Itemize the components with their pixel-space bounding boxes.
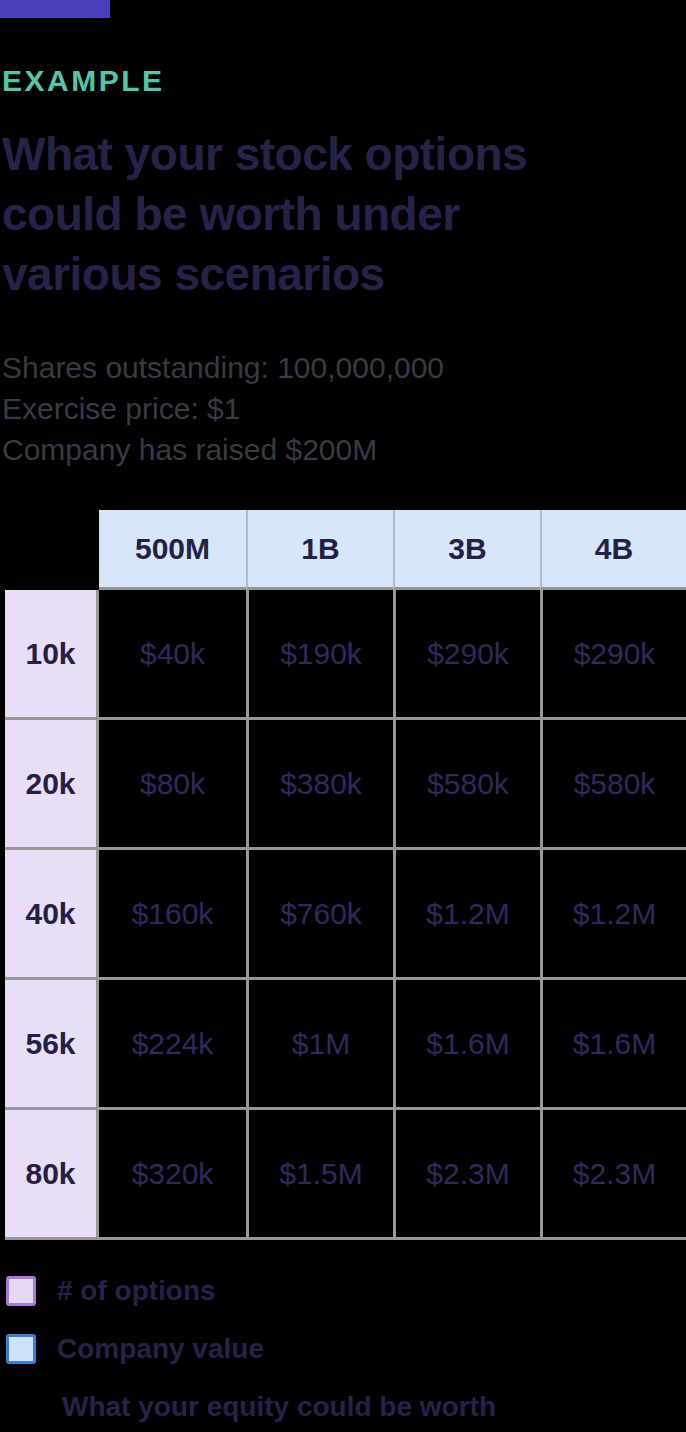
legend-item-company-value: Company value bbox=[6, 1334, 496, 1364]
table-cell: $1.6M bbox=[540, 980, 686, 1110]
infographic: EXAMPLE What your stock options could be… bbox=[0, 0, 686, 1432]
table-cell: $1.6M bbox=[393, 980, 540, 1110]
title-line: various scenarios bbox=[2, 244, 527, 304]
row-header-40k: 40k bbox=[5, 850, 99, 980]
table-cell: $190k bbox=[246, 590, 393, 720]
table-cell: $1.2M bbox=[393, 850, 540, 980]
scenario-table: 500M 1B 3B 4B 10k $40k $190k $290k $290k… bbox=[5, 510, 686, 1240]
assumption-shares: Shares outstanding: 100,000,000 bbox=[2, 347, 444, 388]
row-header-10k: 10k bbox=[5, 590, 99, 720]
table-cell: $160k bbox=[99, 850, 246, 980]
table-cell: $1.5M bbox=[246, 1110, 393, 1240]
eyebrow-label: EXAMPLE bbox=[2, 64, 165, 98]
assumptions-block: Shares outstanding: 100,000,000 Exercise… bbox=[2, 347, 444, 470]
page-title: What your stock options could be worth u… bbox=[2, 124, 527, 304]
row-header-56k: 56k bbox=[5, 980, 99, 1110]
table-corner-cell bbox=[5, 510, 99, 590]
column-header-1b: 1B bbox=[246, 510, 393, 590]
row-header-20k: 20k bbox=[5, 720, 99, 850]
table-cell: $760k bbox=[246, 850, 393, 980]
table-cell: $380k bbox=[246, 720, 393, 850]
table-cell: $580k bbox=[393, 720, 540, 850]
company-value-swatch-icon bbox=[6, 1334, 36, 1364]
assumption-exercise-price: Exercise price: $1 bbox=[2, 388, 444, 429]
legend: # of options Company value What your equ… bbox=[6, 1276, 496, 1432]
table-cell: $320k bbox=[99, 1110, 246, 1240]
row-header-80k: 80k bbox=[5, 1110, 99, 1240]
table-cell: $2.3M bbox=[393, 1110, 540, 1240]
table-cell: $80k bbox=[99, 720, 246, 850]
column-header-3b: 3B bbox=[393, 510, 540, 590]
options-swatch-icon bbox=[6, 1276, 36, 1306]
assumption-raised: Company has raised $200M bbox=[2, 429, 444, 470]
table-cell: $1.2M bbox=[540, 850, 686, 980]
table-cell: $290k bbox=[540, 590, 686, 720]
table-cell: $40k bbox=[99, 590, 246, 720]
title-line: What your stock options bbox=[2, 124, 527, 184]
brand-accent-bar bbox=[0, 0, 110, 18]
table-cell: $2.3M bbox=[540, 1110, 686, 1240]
table-cell: $580k bbox=[540, 720, 686, 850]
legend-label: Company value bbox=[57, 1333, 264, 1365]
legend-item-equity-caption: What your equity could be worth bbox=[62, 1392, 496, 1422]
table-cell: $1M bbox=[246, 980, 393, 1110]
table-cell: $290k bbox=[393, 590, 540, 720]
legend-label: # of options bbox=[57, 1275, 216, 1307]
table-cell: $224k bbox=[99, 980, 246, 1110]
title-line: could be worth under bbox=[2, 184, 527, 244]
column-header-500m: 500M bbox=[99, 510, 246, 590]
column-header-4b: 4B bbox=[540, 510, 686, 590]
legend-item-options: # of options bbox=[6, 1276, 496, 1306]
legend-label: What your equity could be worth bbox=[62, 1391, 496, 1423]
